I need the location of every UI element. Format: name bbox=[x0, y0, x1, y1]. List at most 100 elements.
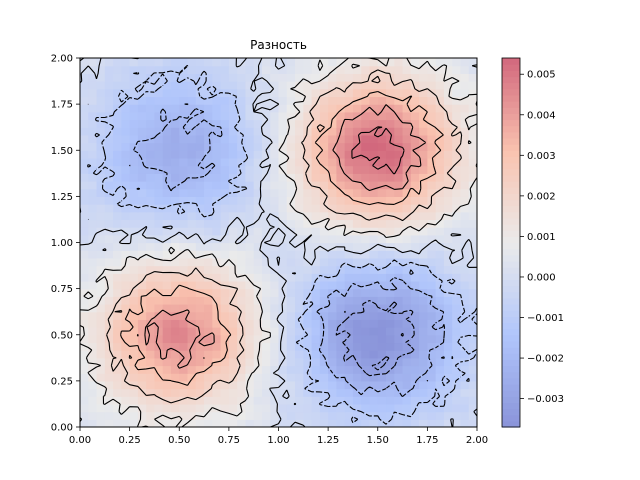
heat-cell bbox=[88, 280, 98, 290]
colorbar-band bbox=[502, 193, 520, 201]
heat-cell bbox=[220, 119, 230, 128]
heat-cell bbox=[253, 173, 263, 182]
heat-cell bbox=[96, 219, 106, 228]
heat-cell bbox=[220, 257, 230, 267]
heat-cell bbox=[154, 250, 164, 259]
heat-cell bbox=[179, 157, 189, 167]
heat-cell bbox=[369, 188, 379, 197]
heat-cell bbox=[361, 211, 371, 221]
heat-cell bbox=[460, 127, 470, 136]
heat-cell bbox=[386, 396, 395, 405]
heat-cell bbox=[369, 388, 379, 397]
heat-cell bbox=[443, 403, 453, 413]
heat-cell bbox=[113, 296, 122, 305]
heat-cell bbox=[261, 127, 271, 136]
heat-cell bbox=[319, 204, 329, 213]
heat-cell bbox=[154, 227, 164, 236]
heat-cell bbox=[195, 111, 205, 121]
heat-cell bbox=[377, 234, 387, 244]
heat-cell bbox=[468, 388, 477, 397]
heat-cell bbox=[386, 58, 395, 67]
heat-cell bbox=[344, 250, 354, 259]
heat-cell bbox=[88, 65, 98, 74]
heat-cell bbox=[261, 142, 271, 151]
heat-cell bbox=[402, 134, 412, 144]
heat-cell bbox=[295, 280, 304, 290]
heat-cell bbox=[468, 296, 477, 305]
heat-cell bbox=[443, 111, 453, 121]
heat-cell bbox=[270, 357, 280, 367]
heat-cell bbox=[162, 411, 172, 420]
heat-cell bbox=[278, 157, 288, 167]
heat-cell bbox=[352, 165, 362, 174]
heat-cell bbox=[170, 73, 180, 82]
heat-cell bbox=[328, 304, 337, 313]
heat-cell bbox=[386, 319, 395, 328]
heat-cell bbox=[452, 288, 462, 297]
heat-cell bbox=[195, 142, 205, 151]
heat-cell bbox=[361, 142, 371, 151]
heat-cell bbox=[187, 257, 197, 267]
colorbar-band bbox=[502, 353, 520, 360]
colorbar-band bbox=[502, 236, 520, 244]
colorbar-band bbox=[502, 168, 520, 176]
heat-cell bbox=[286, 111, 296, 121]
heat-cell bbox=[319, 65, 329, 74]
heat-cell bbox=[303, 88, 313, 98]
heat-cell bbox=[245, 411, 255, 420]
heat-cell bbox=[319, 250, 329, 259]
heat-cell bbox=[402, 403, 412, 413]
heat-cell bbox=[286, 127, 296, 136]
heat-cell bbox=[402, 319, 412, 328]
heat-cell bbox=[278, 288, 288, 297]
heat-cell bbox=[352, 211, 362, 221]
colorbar-band bbox=[502, 94, 520, 102]
heat-cell bbox=[204, 373, 213, 382]
heat-cell bbox=[204, 242, 213, 251]
heat-cell bbox=[435, 242, 445, 251]
colorbar-band bbox=[502, 82, 520, 90]
heat-cell bbox=[80, 304, 89, 313]
heat-cell bbox=[402, 257, 412, 267]
heat-cell bbox=[303, 396, 313, 405]
heat-cell bbox=[129, 411, 139, 420]
heat-cell bbox=[336, 288, 346, 297]
heat-cell bbox=[410, 273, 420, 282]
heat-cell bbox=[237, 127, 247, 136]
heat-cell bbox=[270, 104, 280, 113]
heat-cell bbox=[402, 380, 412, 390]
heat-cell bbox=[195, 334, 205, 344]
heat-cell bbox=[212, 380, 222, 390]
colorbar-frame bbox=[501, 57, 521, 428]
heat-cell bbox=[369, 373, 379, 382]
heat-cell bbox=[261, 273, 271, 282]
heat-cell bbox=[410, 342, 420, 351]
heat-cell bbox=[303, 380, 313, 390]
heat-cell bbox=[220, 296, 230, 305]
heat-cell bbox=[319, 211, 329, 221]
heat-cell bbox=[319, 165, 329, 174]
heat-cell bbox=[427, 219, 437, 228]
heat-cell bbox=[146, 58, 156, 67]
contour-line bbox=[80, 58, 477, 427]
heat-cell bbox=[352, 296, 362, 305]
heat-cell bbox=[286, 104, 296, 113]
heat-cell bbox=[435, 227, 445, 236]
heat-cell bbox=[303, 211, 313, 221]
heat-cell bbox=[162, 119, 172, 128]
heat-cell bbox=[88, 257, 98, 267]
heat-cell bbox=[88, 96, 98, 105]
heat-cell bbox=[146, 119, 156, 128]
heat-cell bbox=[261, 403, 271, 413]
heat-cell bbox=[80, 250, 89, 259]
heat-cell bbox=[96, 150, 106, 159]
heat-cell bbox=[129, 265, 139, 274]
heat-cell bbox=[419, 234, 428, 244]
heat-cell bbox=[245, 304, 255, 313]
heat-cell bbox=[435, 250, 445, 259]
heat-cell bbox=[270, 319, 280, 328]
heat-cell bbox=[228, 388, 238, 397]
heat-cell bbox=[154, 350, 164, 359]
colorbar-band bbox=[502, 58, 520, 65]
heat-cell bbox=[402, 388, 412, 397]
